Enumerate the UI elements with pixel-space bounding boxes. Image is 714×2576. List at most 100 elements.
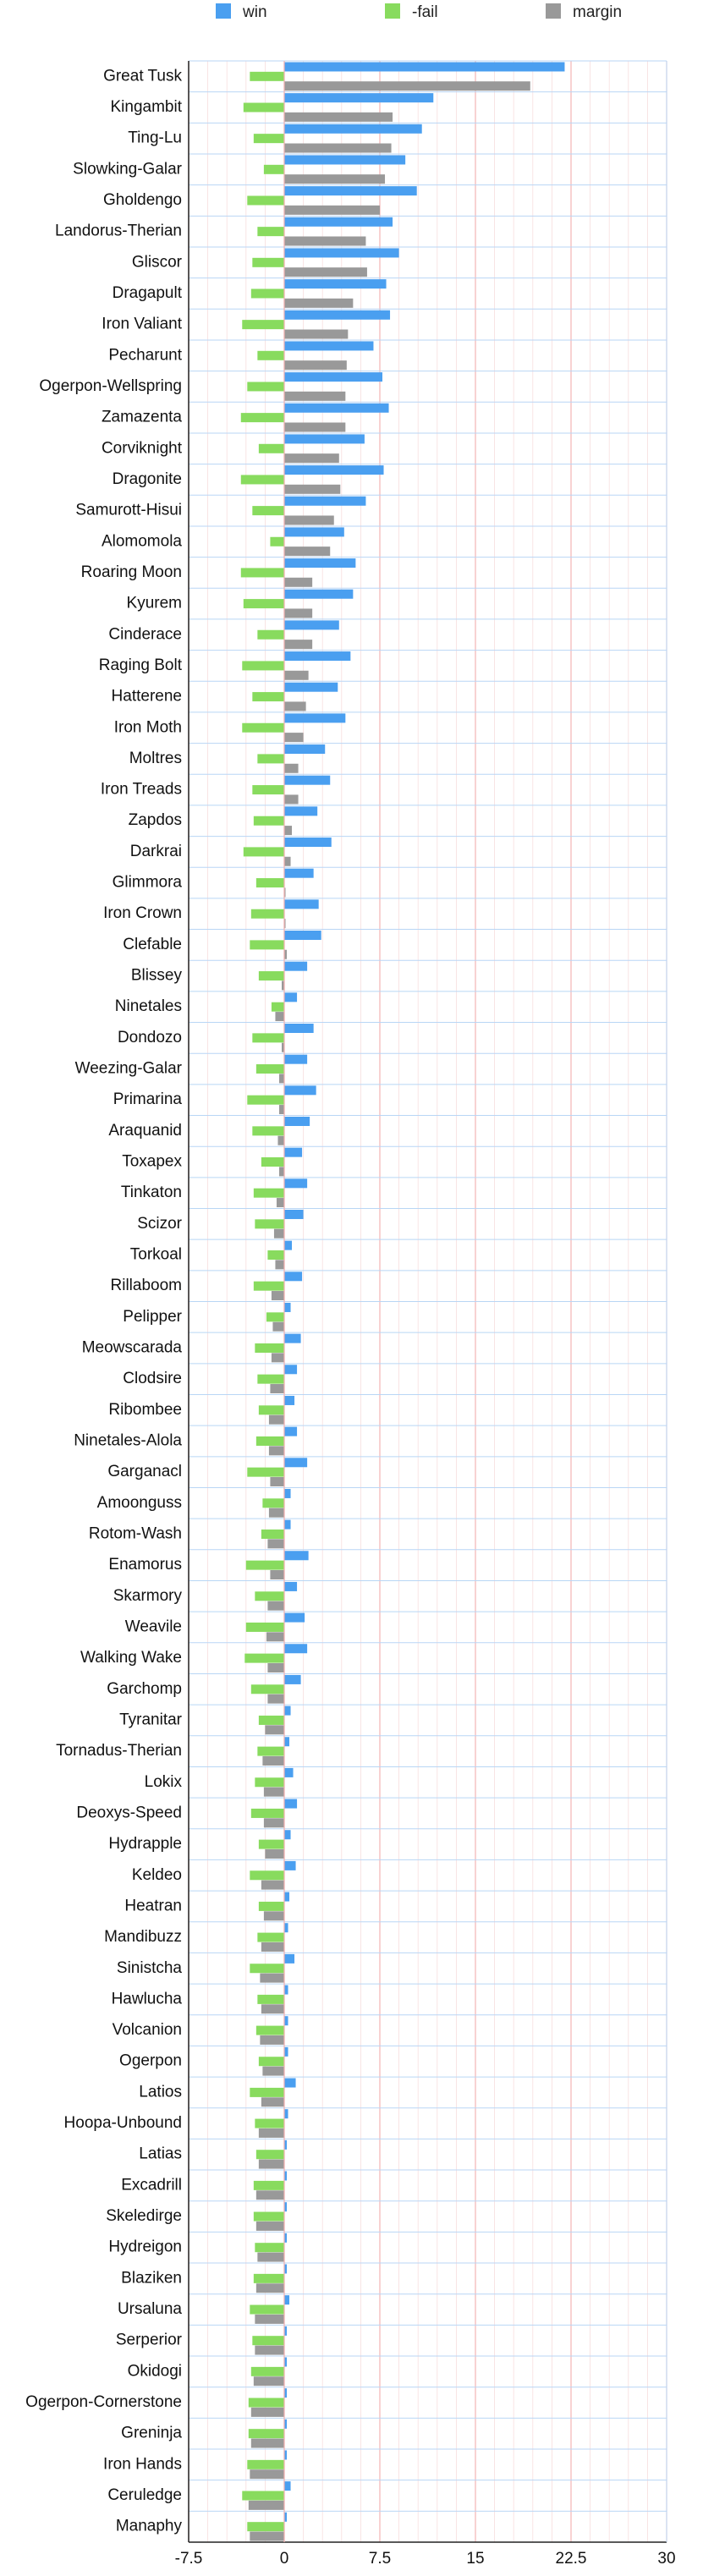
bar-margin-74 bbox=[253, 2376, 284, 2387]
bar-margin-11 bbox=[284, 422, 346, 432]
category-label: Moltres bbox=[129, 750, 182, 767]
bar-margin-26 bbox=[284, 887, 286, 898]
bar-margin-59 bbox=[263, 1911, 284, 1921]
category-label: Hoopa-Unbound bbox=[64, 2114, 182, 2132]
category-label: Great Tusk bbox=[103, 67, 182, 85]
bar-fail-22 bbox=[257, 754, 284, 764]
category-label: Samurott-Hisui bbox=[75, 502, 182, 519]
bar-fail-43 bbox=[258, 1405, 284, 1415]
bar-margin-4 bbox=[284, 205, 380, 215]
bar-fail-6 bbox=[252, 257, 284, 267]
bar-win-12 bbox=[284, 434, 365, 444]
bar-win-71 bbox=[284, 2264, 288, 2274]
bar-win-58 bbox=[284, 1860, 296, 1870]
category-label: Tornadus-Therian bbox=[56, 1742, 182, 1760]
category-label: Cinderace bbox=[108, 625, 182, 643]
bar-fail-10 bbox=[247, 382, 284, 392]
category-label: Deoxys-Speed bbox=[76, 1804, 182, 1821]
bar-margin-35 bbox=[278, 1167, 284, 1177]
bar-fail-31 bbox=[252, 1033, 284, 1043]
bar-fail-24 bbox=[253, 816, 284, 826]
legend-swatch-1 bbox=[385, 3, 400, 19]
bar-win-39 bbox=[284, 1272, 303, 1282]
bar-win-52 bbox=[284, 1674, 301, 1684]
category-label: Scizor bbox=[137, 1215, 182, 1233]
bar-win-9 bbox=[284, 341, 374, 351]
category-label: Manaphy bbox=[116, 2518, 183, 2535]
category-label: Pelipper bbox=[123, 1308, 182, 1326]
bar-win-16 bbox=[284, 558, 356, 568]
bar-margin-21 bbox=[284, 733, 304, 743]
bar-fail-54 bbox=[257, 1746, 284, 1756]
bar-win-11 bbox=[284, 403, 389, 413]
bar-win-45 bbox=[284, 1458, 308, 1468]
bar-margin-39 bbox=[271, 1291, 284, 1301]
bar-win-28 bbox=[284, 931, 321, 941]
bar-margin-42 bbox=[270, 1384, 284, 1394]
bar-margin-20 bbox=[284, 701, 306, 711]
bar-fail-18 bbox=[257, 629, 284, 640]
category-label: Ninetales-Alola bbox=[74, 1431, 182, 1449]
bar-margin-65 bbox=[261, 2097, 284, 2107]
bar-margin-7 bbox=[284, 298, 354, 308]
bar-margin-61 bbox=[260, 1973, 284, 1983]
bar-win-30 bbox=[284, 992, 298, 1002]
category-label: Dondozo bbox=[118, 1029, 182, 1046]
bar-margin-30 bbox=[275, 1012, 284, 1022]
category-label: Slowking-Galar bbox=[73, 160, 182, 178]
category-label: Latias bbox=[139, 2145, 182, 2163]
category-label: Latios bbox=[139, 2083, 182, 2101]
bar-win-21 bbox=[284, 713, 346, 723]
category-label: Glimmora bbox=[113, 874, 183, 892]
bar-win-67 bbox=[284, 2139, 288, 2150]
bar-win-20 bbox=[284, 682, 338, 692]
bar-win-35 bbox=[284, 1147, 303, 1157]
bar-margin-66 bbox=[258, 2128, 284, 2138]
bar-fail-76 bbox=[248, 2429, 284, 2439]
bar-win-5 bbox=[284, 217, 393, 227]
bar-margin-67 bbox=[258, 2159, 284, 2169]
category-label: Garganacl bbox=[107, 1463, 182, 1480]
bar-win-77 bbox=[284, 2450, 288, 2460]
legend-swatch-0 bbox=[216, 3, 231, 19]
bar-win-75 bbox=[284, 2388, 288, 2398]
bar-fail-11 bbox=[240, 413, 284, 423]
category-label: Garchomp bbox=[107, 1680, 182, 1698]
bar-margin-3 bbox=[284, 174, 386, 184]
category-label: Dragapult bbox=[113, 284, 183, 302]
bar-fail-21 bbox=[242, 722, 284, 733]
bar-win-60 bbox=[284, 1923, 288, 1933]
bar-fail-35 bbox=[261, 1157, 284, 1167]
bar-margin-19 bbox=[284, 670, 309, 680]
bar-margin-29 bbox=[281, 980, 284, 991]
bar-fail-69 bbox=[253, 2211, 284, 2222]
bar-win-46 bbox=[284, 1488, 291, 1498]
bar-fail-0 bbox=[250, 71, 284, 81]
category-label: Greninja bbox=[121, 2425, 182, 2442]
category-label: Roaring Moon bbox=[81, 563, 182, 581]
bar-margin-73 bbox=[255, 2345, 284, 2355]
bar-fail-14 bbox=[252, 506, 284, 516]
bar-margin-15 bbox=[284, 547, 331, 557]
bar-win-33 bbox=[284, 1085, 316, 1096]
bar-win-69 bbox=[284, 2202, 288, 2212]
bar-win-2 bbox=[284, 124, 422, 134]
category-label: Toxapex bbox=[122, 1153, 182, 1171]
bar-win-3 bbox=[284, 155, 406, 165]
bar-margin-41 bbox=[271, 1353, 284, 1363]
bar-margin-57 bbox=[265, 1848, 284, 1859]
bar-win-22 bbox=[284, 744, 326, 755]
category-label: Rillaboom bbox=[111, 1277, 182, 1294]
bar-fail-44 bbox=[255, 1436, 284, 1446]
x-tick-label: 15 bbox=[466, 2550, 484, 2568]
bar-margin-24 bbox=[284, 826, 293, 836]
bar-fail-28 bbox=[250, 940, 284, 950]
category-label: Ribombee bbox=[108, 1401, 182, 1419]
bar-margin-32 bbox=[278, 1074, 284, 1084]
category-label: Araquanid bbox=[108, 1122, 182, 1140]
bar-win-73 bbox=[284, 2326, 288, 2336]
category-label: Rotom-Wash bbox=[89, 1524, 182, 1542]
category-label: Ting-Lu bbox=[128, 129, 182, 147]
bar-fail-53 bbox=[258, 1715, 284, 1725]
